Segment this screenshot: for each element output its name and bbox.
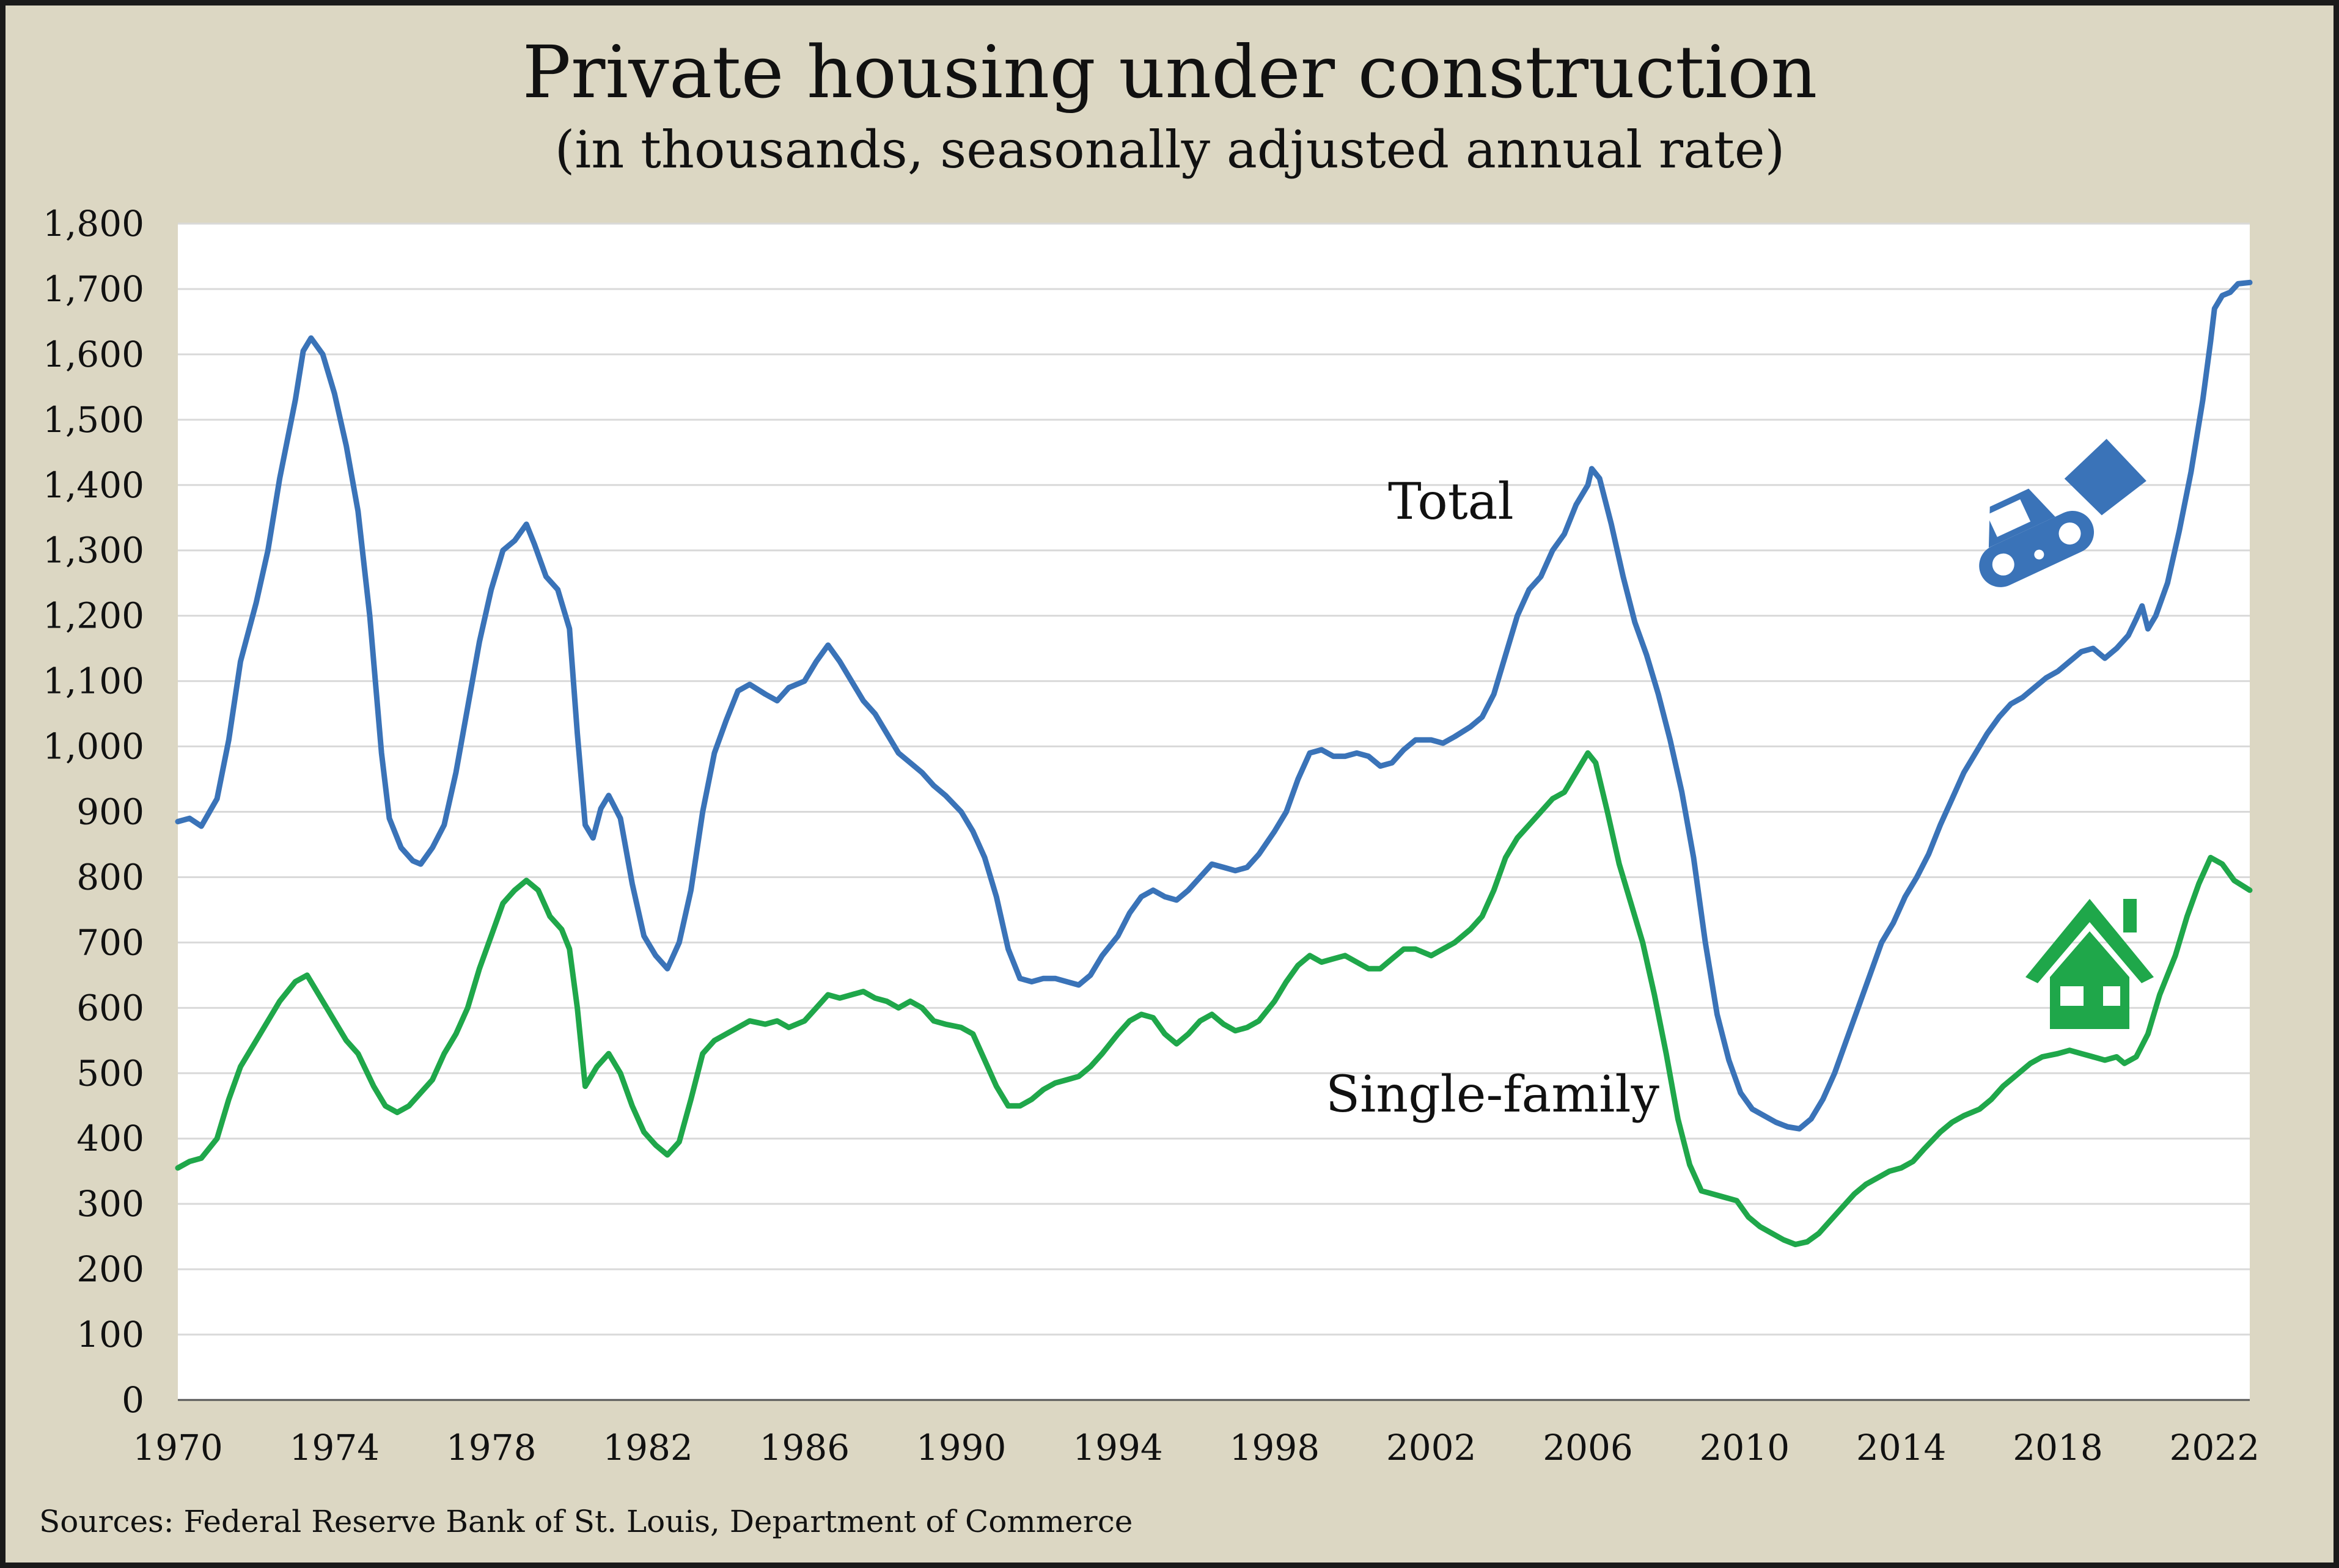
x-tick-label: 2010	[1700, 1427, 1790, 1468]
y-tick-label: 400	[76, 1118, 144, 1159]
y-tick-label: 200	[76, 1248, 144, 1290]
y-tick-label: 1,800	[43, 203, 144, 244]
chart-subtitle: (in thousands, seasonally adjusted annua…	[555, 120, 1785, 180]
y-tick-label: 0	[122, 1379, 144, 1421]
x-tick-label: 2006	[1543, 1427, 1633, 1468]
x-tick-label: 2002	[1386, 1427, 1477, 1468]
y-tick-label: 1,400	[43, 464, 144, 506]
y-tick-label: 600	[76, 987, 144, 1028]
y-axis-ticks: 0 100 200 300 400 500 600 700 800 900 1,000 1,100 1,…	[43, 203, 144, 1421]
x-tick-label: 1990	[916, 1427, 1007, 1468]
total-series-label: Total	[1388, 473, 1514, 531]
bulldozer-icon	[1979, 439, 2146, 587]
chart: Private housing under construction (in t…	[39, 30, 2260, 1539]
y-tick-label: 500	[76, 1052, 144, 1094]
x-tick-label: 2018	[2013, 1427, 2103, 1468]
x-tick-label: 1970	[133, 1427, 223, 1468]
x-tick-label: 1974	[290, 1427, 380, 1468]
y-tick-label: 100	[76, 1314, 144, 1355]
x-tick-label: 1994	[1073, 1427, 1163, 1468]
y-tick-label: 1,200	[43, 595, 144, 637]
series-lines	[175, 279, 2253, 1247]
x-tick-label: 1998	[1230, 1427, 1320, 1468]
y-tick-label: 1,300	[43, 530, 144, 571]
gridlines	[178, 222, 2250, 1401]
x-axis-ticks: 1970 1974 1978 1982 1986 1990 1994 1998 2002 2006…	[133, 1427, 2260, 1468]
y-tick-label: 1,500	[43, 399, 144, 441]
house-icon	[2025, 899, 2154, 1029]
y-tick-label: 1,100	[43, 661, 144, 702]
y-tick-label: 800	[76, 856, 144, 898]
y-tick-label: 700	[76, 921, 144, 963]
single-family-series-line	[175, 750, 2253, 1247]
y-tick-label: 900	[76, 791, 144, 833]
x-tick-label: 1986	[760, 1427, 850, 1468]
y-tick-label: 1,700	[43, 268, 144, 310]
y-tick-label: 1,000	[43, 726, 144, 768]
x-tick-label: 2014	[1856, 1427, 1947, 1468]
total-series-line	[175, 279, 2253, 1132]
single-family-series-label: Single-family	[1326, 1066, 1660, 1124]
y-tick-label: 1,600	[43, 334, 144, 375]
source-note: Sources: Federal Reserve Bank of St. Lou…	[39, 1504, 1133, 1539]
y-tick-label: 300	[76, 1183, 144, 1225]
x-tick-label: 1982	[603, 1427, 693, 1468]
chart-title: Private housing under construction	[523, 30, 1818, 114]
x-tick-label: 1978	[446, 1427, 537, 1468]
x-tick-label: 2022	[2170, 1427, 2260, 1468]
